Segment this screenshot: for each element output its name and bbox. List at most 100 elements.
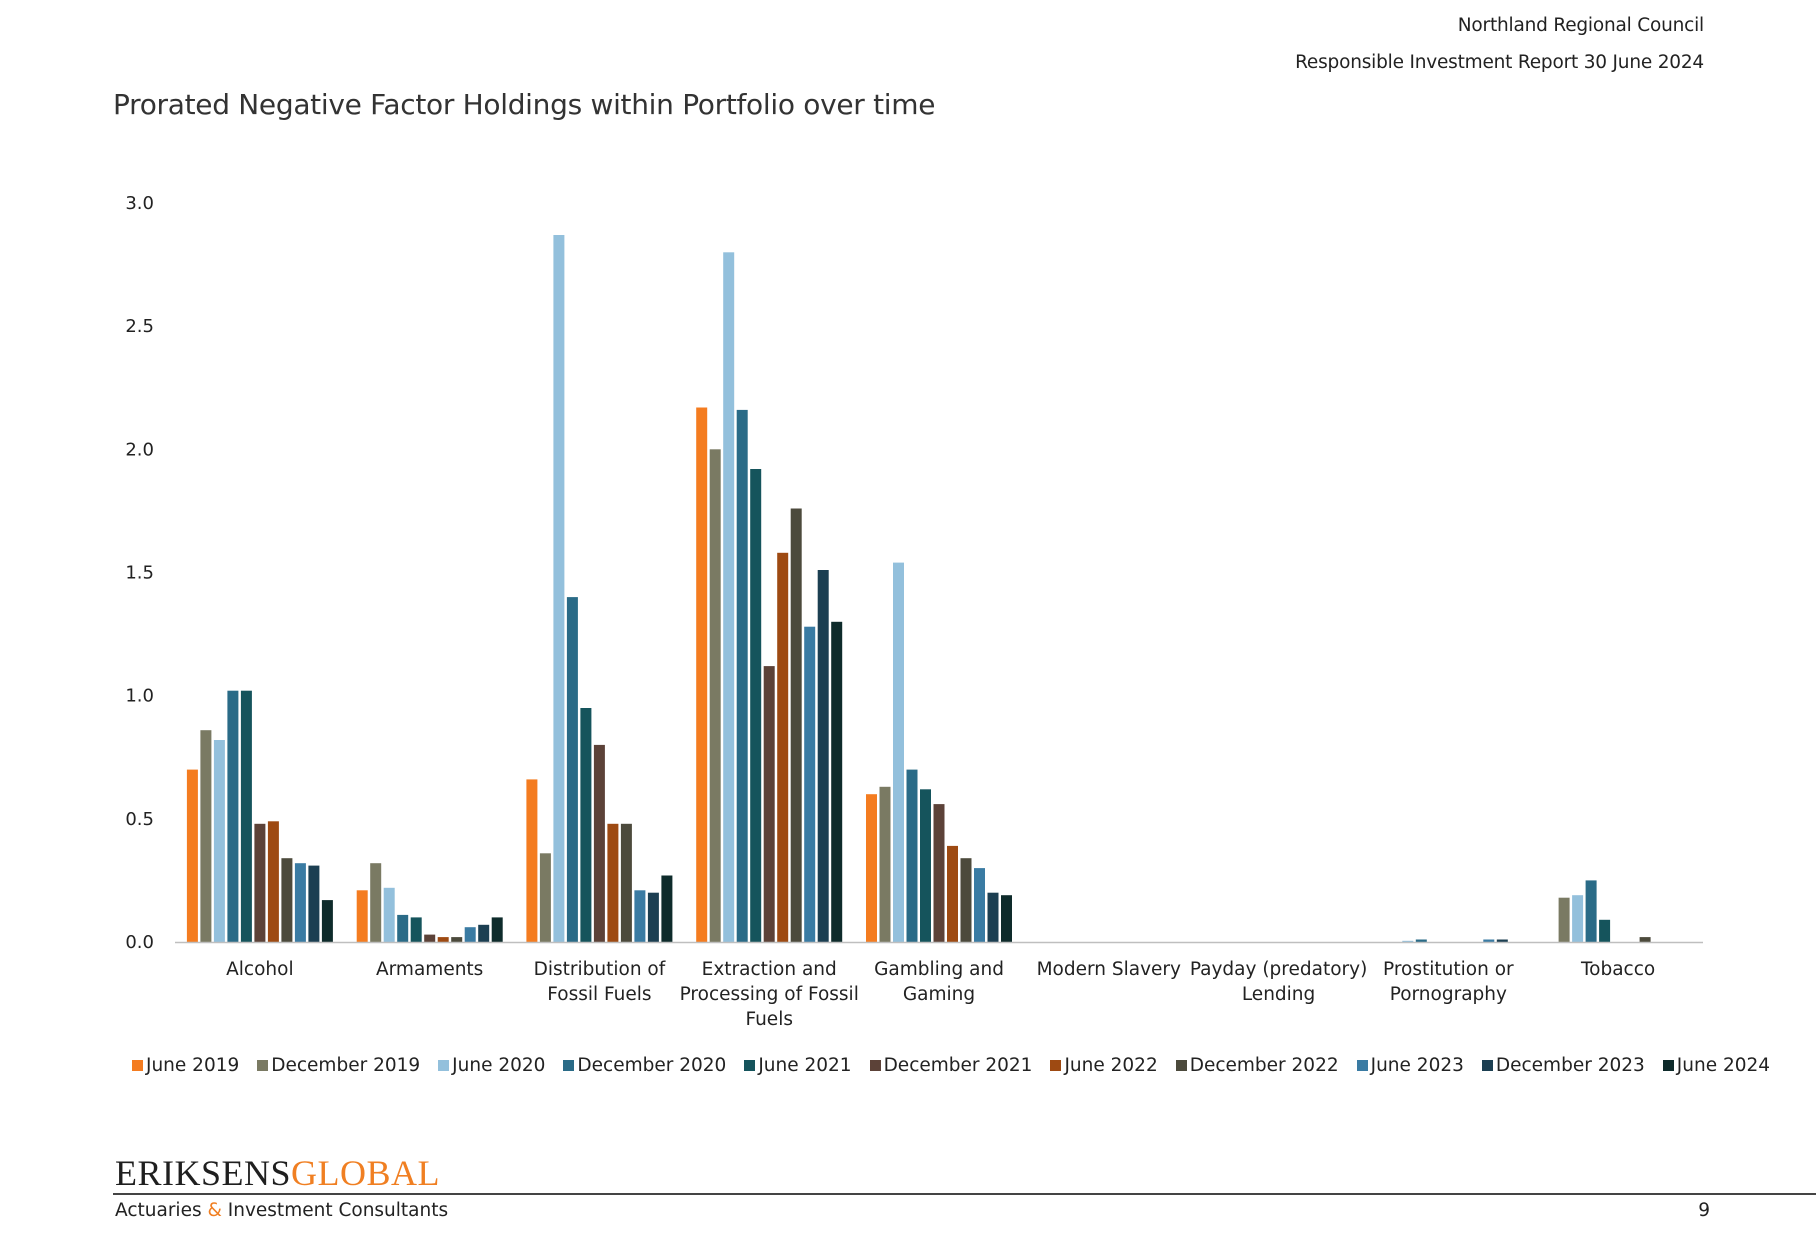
bar <box>1483 939 1495 942</box>
bar <box>817 570 829 942</box>
bar <box>763 666 775 942</box>
bar <box>750 469 762 942</box>
bar <box>321 900 333 942</box>
bar <box>200 730 212 942</box>
legend-label: June 2020 <box>452 1055 546 1076</box>
bar <box>1001 895 1012 942</box>
bar <box>1639 937 1651 942</box>
x-category-label-line: Distribution of <box>534 959 666 980</box>
x-category-label-line: Payday (predatory) <box>1190 959 1367 980</box>
legend-swatch <box>438 1060 450 1071</box>
x-category-label-line: Pornography <box>1390 984 1507 1005</box>
header-organization: Northland Regional Council <box>1457 15 1704 36</box>
legend-item: June 2023 <box>1356 1055 1464 1076</box>
bar-series <box>308 570 1508 942</box>
bar <box>410 917 422 942</box>
bar <box>893 562 904 942</box>
legend-label: June 2024 <box>1676 1055 1771 1076</box>
bar <box>1558 897 1570 942</box>
bar <box>777 552 789 942</box>
footer-tagline: Actuaries & Investment Consultants <box>115 1200 448 1221</box>
y-tick-label: 1.0 <box>125 686 154 707</box>
legend-item: December 2019 <box>257 1055 420 1076</box>
bar <box>539 853 551 942</box>
bar <box>723 252 735 943</box>
legend-label: June 2022 <box>1064 1055 1158 1076</box>
legend-item: June 2024 <box>1662 1055 1771 1076</box>
eriksens-global-logo: ERIKSENSGLOBAL <box>115 1152 440 1194</box>
bar-series-group <box>186 235 1651 943</box>
x-category-label: Alcohol <box>226 959 293 980</box>
legend-swatch <box>744 1060 756 1071</box>
bar <box>213 740 225 942</box>
legend-swatch <box>563 1060 575 1071</box>
y-tick-label: 0.0 <box>125 932 154 953</box>
bar <box>478 924 490 942</box>
bar <box>397 914 409 942</box>
bar <box>790 508 802 942</box>
bar <box>308 865 320 942</box>
legend-swatch <box>1481 1060 1493 1071</box>
legend-swatch <box>1050 1060 1062 1071</box>
bar <box>634 890 646 942</box>
x-category-label: Armaments <box>376 959 483 980</box>
bar <box>736 409 748 942</box>
logo-secondary: GLOBAL <box>291 1153 441 1193</box>
legend-item: December 2023 <box>1481 1055 1645 1076</box>
legend-label: June 2019 <box>146 1055 240 1076</box>
x-category-label-line: Alcohol <box>226 959 293 980</box>
page-number: 9 <box>1698 1200 1710 1221</box>
legend-item: June 2019 <box>132 1055 239 1076</box>
y-tick-label: 2.0 <box>125 439 154 460</box>
x-category-label-line: Extraction and <box>702 959 837 980</box>
bar <box>947 845 958 942</box>
legend-item: June 2022 <box>1050 1055 1158 1076</box>
x-category-label-line: Fossil Fuels <box>547 984 651 1005</box>
legend-label: December 2021 <box>883 1055 1033 1076</box>
bar <box>866 794 877 942</box>
x-category-label: Extraction and Processing of Fossil Fuels <box>680 959 859 1030</box>
bar-series <box>213 235 1584 943</box>
legend-item: December 2022 <box>1175 1055 1339 1076</box>
bar <box>696 407 708 942</box>
bar <box>1415 939 1427 942</box>
y-tick-label: 2.5 <box>125 316 154 337</box>
legend-swatch <box>132 1060 143 1071</box>
legend-swatch <box>1356 1060 1368 1071</box>
tagline-part-1: Actuaries <box>115 1200 208 1221</box>
bar-series <box>200 449 1570 942</box>
y-tick-label: 0.5 <box>125 809 154 830</box>
x-category-label: Prostitution or Pornography <box>1383 959 1514 1005</box>
tagline-ampersand: & <box>207 1200 222 1221</box>
bar <box>933 804 945 942</box>
bar <box>267 821 279 942</box>
x-category-label-line: Armaments <box>376 959 483 980</box>
legend-label: June 2023 <box>1370 1055 1464 1076</box>
legend-label: December 2019 <box>271 1055 421 1076</box>
bar-series <box>227 409 1597 942</box>
x-category-label-line: Processing of Fossil <box>680 984 859 1005</box>
bar <box>879 786 891 942</box>
bar <box>960 858 972 942</box>
bar-series <box>186 407 877 942</box>
legend-swatch <box>257 1060 269 1071</box>
legend-label: December 2022 <box>1189 1055 1339 1076</box>
legend-label: June 2021 <box>758 1055 852 1076</box>
bar <box>987 892 999 942</box>
x-category-label-line: Modern Slavery <box>1037 959 1181 980</box>
bar <box>451 937 463 942</box>
legend-swatch <box>869 1060 881 1071</box>
bar <box>383 887 395 942</box>
legend-item: December 2021 <box>869 1055 1033 1076</box>
bar <box>227 690 239 942</box>
bar <box>906 769 918 942</box>
bar <box>593 744 605 942</box>
chart-title: Prorated Negative Factor Holdings within… <box>113 88 936 121</box>
bar <box>186 769 198 942</box>
x-category-label-line: Lending <box>1242 984 1315 1005</box>
bar <box>647 892 659 942</box>
legend-item: June 2020 <box>438 1055 545 1076</box>
x-category-label-line: Gaming <box>903 984 975 1005</box>
bar <box>437 937 449 942</box>
bar <box>1572 895 1584 942</box>
